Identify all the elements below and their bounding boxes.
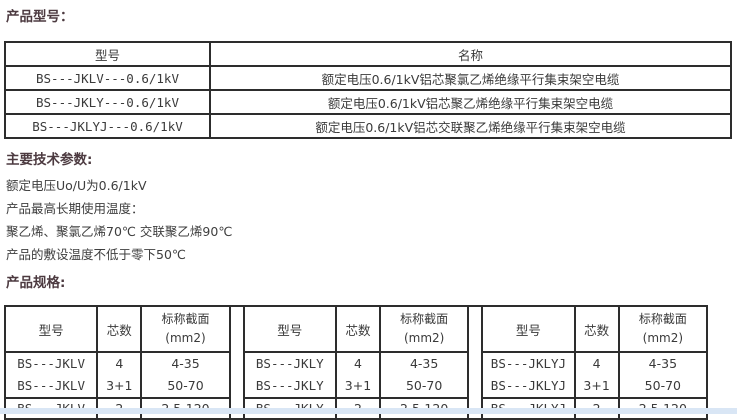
table-row: BS---JKLY---0.6/1kV 额定电压0.6/1kV铝芯聚乙烯绝缘平行… (4, 89, 732, 115)
tech-param-line: 产品最高长期使用温度： (6, 201, 144, 216)
spec-header-row: 型号 芯数 标称截面 (mm2) 型号 芯数 标称截面 (mm2) 型号 芯数 … (3, 305, 709, 420)
section-cell: 4-35 50-70 (617, 351, 709, 399)
table-gap (228, 305, 245, 420)
model-cell: BS---JKLV BS---JKLV (3, 351, 99, 399)
col-header-section: 标称截面 (mm2) (379, 305, 470, 353)
col-header-model: 型号 (3, 305, 99, 353)
cores-cell: 4 3+1 (573, 351, 620, 399)
cores-cell: 4 3+1 (96, 351, 143, 399)
col-header-section: 标称截面 (mm2) (617, 305, 709, 353)
model-cell: BS---JKLY BS---JKLY (242, 351, 337, 399)
col-header-cores: 芯数 (573, 305, 620, 353)
col-header-cores: 芯数 (334, 305, 382, 353)
spec-row-group: BS---JKLV BS---JKLV 4 3+1 4-35 50-70 BS-… (3, 351, 709, 399)
table-gap (467, 305, 484, 420)
col-header-cores: 芯数 (96, 305, 143, 353)
bottom-strip (0, 408, 737, 414)
table-header-row: 型号 名称 (4, 41, 732, 67)
col-header-model: 型号 (242, 305, 337, 353)
section-cell: 4-35 50-70 (379, 351, 470, 399)
section-title-spec: 产品规格: (6, 275, 66, 291)
col-header-model: 型号 (4, 41, 211, 67)
col-header-name: 名称 (209, 41, 732, 67)
col-header-section: 标称截面 (mm2) (140, 305, 231, 353)
section-title-tech-params: 主要技术参数: (6, 152, 93, 168)
model-name-table: 型号 名称 BS---JKLV---0.6/1kV 额定电压0.6/1kV铝芯聚… (4, 41, 732, 139)
model-cell: BS---JKLYJ---0.6/1kV (4, 113, 211, 139)
tech-param-line: 额定电压Uo/U为0.6/1kV (6, 178, 147, 193)
name-cell: 额定电压0.6/1kV铝芯交联聚乙烯绝缘平行集束架空电缆 (209, 113, 732, 139)
table-row: BS---JKLYJ---0.6/1kV 额定电压0.6/1kV铝芯交联聚乙烯绝… (4, 113, 732, 139)
name-cell: 额定电压0.6/1kV铝芯聚氯乙烯绝缘平行集束架空电缆 (209, 65, 732, 91)
spec-table: 型号 芯数 标称截面 (mm2) 型号 芯数 标称截面 (mm2) 型号 芯数 … (3, 305, 709, 420)
col-header-model: 型号 (481, 305, 576, 353)
table-row: BS---JKLV---0.6/1kV 额定电压0.6/1kV铝芯聚氯乙烯绝缘平… (4, 65, 732, 91)
section-cell: 4-35 50-70 (140, 351, 231, 399)
tech-param-line: 聚乙烯、聚氯乙烯70℃ 交联聚乙烯90℃ (6, 224, 233, 239)
tech-params-block: 额定电压Uo/U为0.6/1kV 产品最高长期使用温度： 聚乙烯、聚氯乙烯70℃… (6, 174, 731, 266)
name-cell: 额定电压0.6/1kV铝芯聚乙烯绝缘平行集束架空电缆 (209, 89, 732, 115)
tech-param-line: 产品的敷设温度不低于零下50℃ (6, 247, 186, 262)
model-cell: BS---JKLV---0.6/1kV (4, 65, 211, 91)
cores-cell: 4 3+1 (334, 351, 382, 399)
model-cell: BS---JKLY---0.6/1kV (4, 89, 211, 115)
section-title-product-model: 产品型号： (6, 9, 74, 25)
model-cell: BS---JKLYJ BS---JKLYJ (481, 351, 576, 399)
